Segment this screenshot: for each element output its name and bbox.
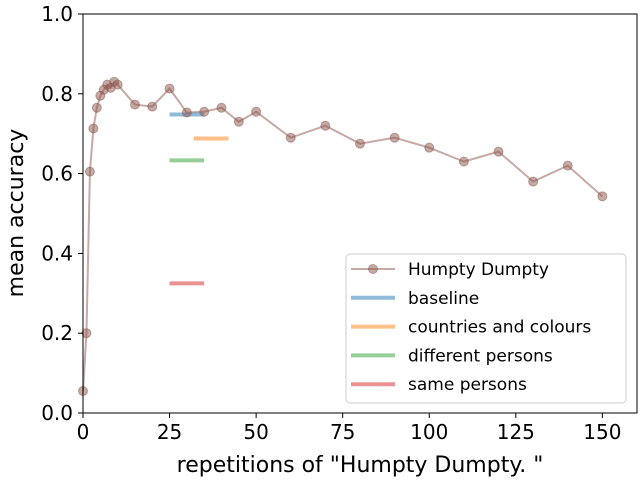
legend-item: same persons bbox=[351, 375, 527, 395]
data-point bbox=[424, 142, 435, 153]
y-tick-label: 0.4 bbox=[41, 241, 73, 265]
data-point bbox=[164, 83, 175, 94]
legend-item: different persons bbox=[351, 346, 553, 366]
legend-label: baseline bbox=[408, 289, 479, 309]
y-tick-label: 0.0 bbox=[41, 401, 73, 425]
y-tick-label: 1.0 bbox=[41, 2, 73, 26]
legend-item: countries and colours bbox=[351, 318, 591, 338]
data-point bbox=[251, 106, 262, 117]
data-point bbox=[147, 101, 158, 112]
data-point bbox=[562, 160, 573, 171]
data-point bbox=[233, 116, 244, 127]
y-axis: 0.0 0.2 0.4 0.6 0.8 1.0 bbox=[41, 2, 83, 425]
x-tick-label: 75 bbox=[330, 420, 355, 444]
legend-box bbox=[345, 253, 627, 404]
data-point bbox=[458, 156, 469, 167]
data-point bbox=[88, 123, 99, 134]
y-tick-label: 0.8 bbox=[41, 82, 73, 106]
x-tick-label: 0 bbox=[77, 420, 90, 444]
data-point bbox=[216, 102, 227, 113]
legend-item: Humpty Dumpty bbox=[351, 260, 549, 280]
x-tick-label: 50 bbox=[243, 420, 268, 444]
legend-item: baseline bbox=[351, 289, 479, 309]
x-tick-label: 100 bbox=[410, 420, 448, 444]
x-axis-label: repetitions of "Humpty Dumpty. " bbox=[177, 453, 544, 478]
legend-label: Humpty Dumpty bbox=[408, 260, 549, 280]
data-point bbox=[389, 132, 400, 143]
legend-label: countries and colours bbox=[408, 318, 591, 338]
data-point bbox=[320, 120, 331, 131]
y-tick-label: 0.6 bbox=[41, 162, 73, 186]
data-point bbox=[285, 132, 296, 143]
legend-label: different persons bbox=[408, 346, 553, 366]
legend-label: same persons bbox=[408, 375, 527, 395]
data-point bbox=[129, 99, 140, 110]
data-point bbox=[112, 79, 123, 90]
data-point bbox=[181, 107, 192, 118]
y-axis-label: mean accuracy bbox=[4, 129, 29, 298]
data-point bbox=[91, 102, 102, 113]
legend-marker bbox=[368, 264, 378, 274]
x-tick-label: 150 bbox=[583, 420, 621, 444]
data-point bbox=[528, 176, 539, 187]
x-axis: 0 25 50 75 100 125 150 bbox=[77, 413, 621, 444]
data-point bbox=[597, 191, 608, 202]
data-point bbox=[493, 146, 504, 157]
x-tick-label: 25 bbox=[157, 420, 182, 444]
data-point bbox=[84, 166, 95, 177]
x-tick-label: 125 bbox=[497, 420, 535, 444]
legend: Humpty Dumpty baseline countries and colou… bbox=[345, 253, 627, 404]
y-tick-label: 0.2 bbox=[41, 321, 73, 345]
data-point bbox=[199, 106, 210, 117]
data-point bbox=[355, 138, 365, 149]
plot-frame bbox=[82, 13, 638, 414]
